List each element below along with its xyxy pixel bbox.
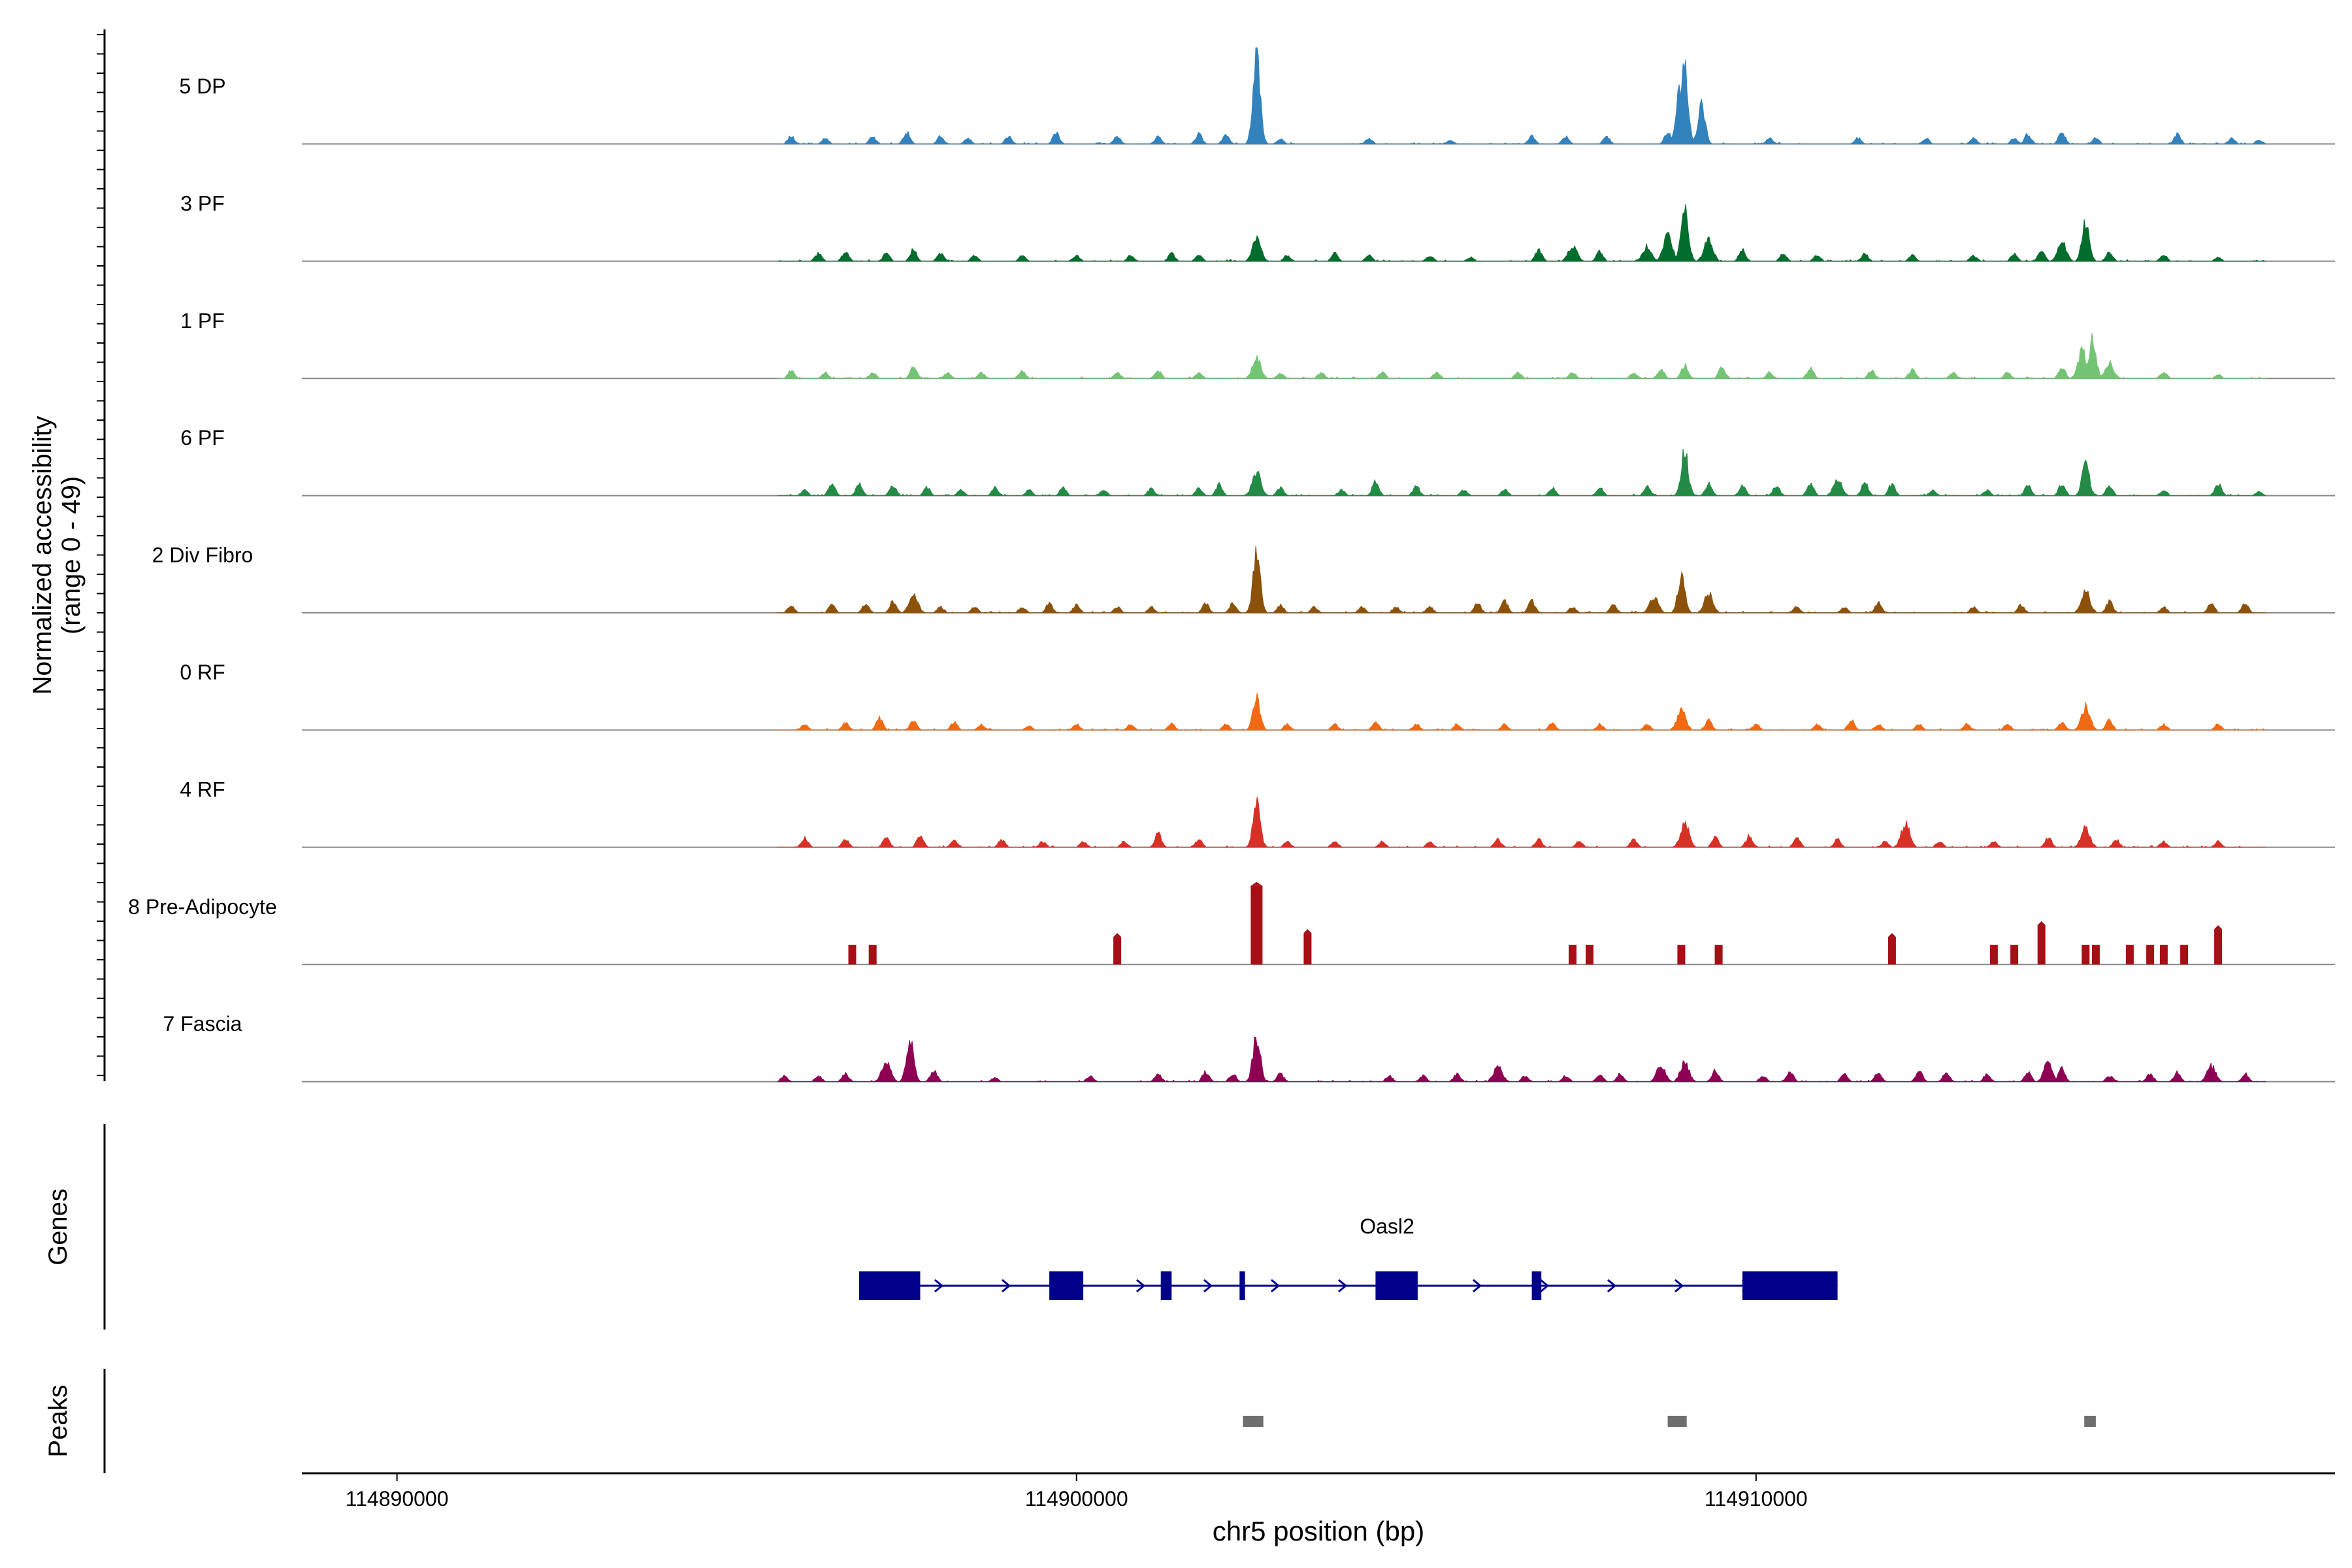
track-4-rf: 4 RF	[180, 777, 2335, 848]
strand-arrow	[1539, 1279, 1550, 1293]
coverage-bar	[848, 945, 857, 965]
track-label: 5 DP	[179, 74, 225, 98]
coverage-bar	[1569, 945, 1576, 965]
strand-arrow	[1203, 1279, 1213, 1293]
coverage-tracks: 5 DP 3 PF 1 PF 6 PF 2 Div Fibro 0 RF 4 RF 8 Pre…	[128, 47, 2335, 1083]
coverage-area	[777, 333, 2266, 379]
coverage-bar	[1887, 937, 1896, 965]
coverage-bar-tip	[2037, 921, 2046, 925]
y-axis-title: Normalized accessibility	[28, 416, 57, 695]
peaks-track	[1243, 1416, 2096, 1427]
coverage-y-ticks	[97, 34, 105, 1076]
peak-region	[1243, 1416, 1264, 1427]
track-8-pre-adipocyte: 8 Pre-Adipocyte	[128, 881, 2335, 966]
gene-exon	[1239, 1271, 1245, 1300]
strand-arrow	[1607, 1279, 1617, 1293]
x-axis-ticks: 114890000 114900000 114910000	[346, 1473, 1808, 1511]
track-2-div-fibro: 2 Div Fibro	[152, 544, 2335, 613]
coverage-bar	[868, 945, 877, 965]
gene-exon	[1375, 1271, 1418, 1300]
coverage-bar	[2214, 929, 2223, 965]
track-5-dp: 5 DP	[179, 47, 2335, 145]
track-label: 8 Pre-Adipocyte	[128, 895, 277, 919]
track-6-pf: 6 PF	[180, 426, 2335, 497]
gene-track: Oasl2	[858, 1215, 1838, 1300]
coverage-area	[777, 47, 2266, 144]
coverage-bar	[2010, 945, 2019, 965]
y-axis-subtitle: (range 0 - 49)	[57, 476, 86, 634]
coverage-bar-tip	[1303, 929, 1312, 934]
track-label: 1 PF	[180, 309, 225, 333]
coverage-area	[777, 693, 2266, 730]
coverage-bar	[1586, 945, 1593, 965]
coverage-bar	[1677, 945, 1686, 965]
genes-panel-label: Genes	[44, 1188, 73, 1266]
strand-arrow	[1001, 1279, 1011, 1293]
coverage-bar	[2146, 945, 2155, 965]
coverage-bar	[1989, 945, 1998, 965]
coverage-bar	[1250, 885, 1263, 965]
peak-region	[1667, 1416, 1687, 1427]
x-tick-label: 114900000	[1025, 1487, 1128, 1511]
coverage-bar-tip	[2214, 925, 2223, 930]
coverage-bar	[1303, 933, 1312, 965]
coverage-area	[777, 204, 2266, 262]
track-0-rf: 0 RF	[180, 661, 2335, 731]
coverage-area	[777, 448, 2266, 497]
strand-arrow	[1674, 1279, 1684, 1293]
track-3-pf: 3 PF	[180, 191, 2335, 262]
strand-arrow	[1270, 1279, 1281, 1293]
strand-arrow	[934, 1279, 944, 1293]
coverage-bar	[2037, 925, 2046, 965]
coverage-bar	[2159, 945, 2168, 965]
gene-exon	[1049, 1271, 1084, 1300]
x-tick-label: 114890000	[346, 1487, 449, 1511]
track-label: 2 Div Fibro	[152, 544, 253, 567]
gene-name: Oasl2	[1360, 1215, 1414, 1238]
peak-region	[2084, 1416, 2096, 1427]
track-label: 3 PF	[180, 191, 225, 215]
track-1-pf: 1 PF	[180, 309, 2335, 380]
track-label: 4 RF	[180, 777, 225, 801]
coverage-bar	[2082, 945, 2090, 965]
strand-arrow	[1337, 1279, 1348, 1293]
gene-exon	[1160, 1271, 1172, 1300]
track-label: 7 Fascia	[163, 1012, 242, 1036]
coverage-bar-tip	[1250, 881, 1263, 886]
coverage-area	[777, 546, 2266, 613]
coverage-area	[777, 1036, 2266, 1083]
coverage-bar-tip	[1113, 933, 1122, 938]
peaks-panel-label: Peaks	[44, 1384, 73, 1457]
coverage-bar	[1113, 937, 1122, 965]
track-label: 6 PF	[180, 426, 225, 449]
coverage-bar	[2180, 945, 2189, 965]
track-label: 0 RF	[180, 661, 225, 684]
coverage-bar	[2091, 945, 2100, 965]
x-axis-title: chr5 position (bp)	[1213, 1516, 1425, 1546]
strand-arrow	[1472, 1279, 1482, 1293]
x-tick-label: 114910000	[1705, 1487, 1808, 1511]
coverage-area	[777, 796, 2266, 848]
strand-arrow	[1135, 1279, 1146, 1293]
coverage-bar	[1714, 945, 1723, 965]
gene-exon	[1531, 1271, 1542, 1300]
track-7-fascia: 7 Fascia	[163, 1012, 2335, 1083]
gene-exon	[1742, 1271, 1838, 1300]
gene-exon	[858, 1271, 921, 1300]
coverage-bar-tip	[1887, 933, 1896, 938]
coverage-bar	[2125, 945, 2134, 965]
